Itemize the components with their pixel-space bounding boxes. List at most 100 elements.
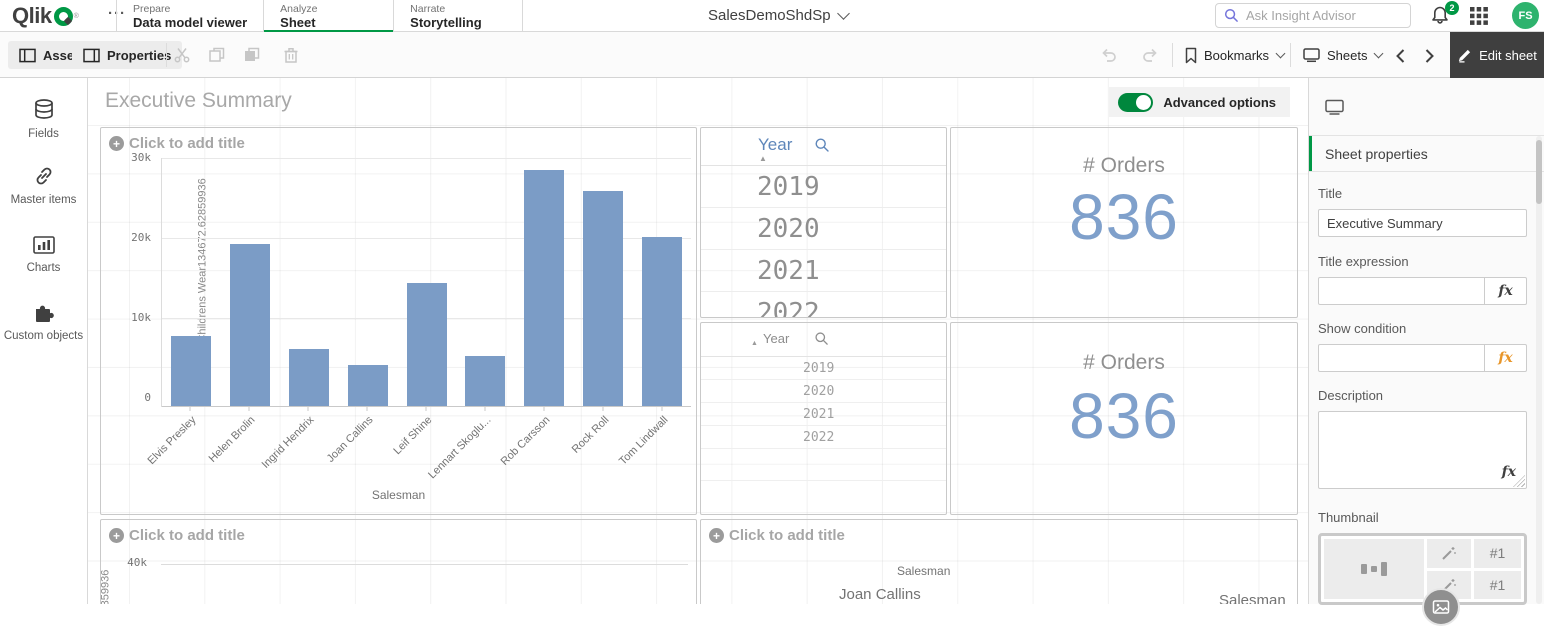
rail-item-charts[interactable]: Charts: [0, 230, 87, 274]
sheet-properties-header: Sheet properties: [1309, 135, 1544, 172]
tab-narrate[interactable]: Narrate Storytelling: [393, 0, 524, 32]
tab-analyze[interactable]: Analyze Sheet: [263, 0, 394, 33]
bar-elvis-presley[interactable]: [171, 336, 212, 406]
y-axis-title-fragment: 359936: [100, 569, 112, 604]
advanced-options-toggle[interactable]: [1118, 92, 1154, 112]
bar-tom-lindwall[interactable]: [641, 237, 682, 406]
previous-sheet-button[interactable]: [1390, 46, 1410, 66]
placeholder-text: Click to add title: [129, 135, 245, 152]
bar-lennart-skoglu-[interactable]: [465, 356, 506, 406]
next-sheet-button[interactable]: [1419, 46, 1439, 66]
cut-button[interactable]: [172, 45, 192, 65]
user-avatar[interactable]: FS: [1512, 2, 1539, 29]
properties-button[interactable]: Properties: [72, 41, 183, 69]
description-fx-button[interactable]: fx: [1501, 464, 1516, 480]
tab-prepare[interactable]: Prepare Data model viewer: [116, 0, 263, 32]
x-tick-mark: [189, 407, 191, 411]
x-tick-mark: [543, 407, 545, 411]
description-textarea[interactable]: fx: [1318, 411, 1527, 489]
show-condition-input[interactable]: [1318, 344, 1485, 372]
sheets-dropdown[interactable]: Sheets: [1302, 32, 1384, 78]
bar-ingrid-hendrix[interactable]: [288, 349, 329, 406]
sort-ascending-icon: ▲: [751, 340, 758, 347]
bookmarks-dropdown[interactable]: Bookmarks: [1184, 32, 1286, 78]
axis-title: Salesman: [1219, 592, 1286, 604]
undo-button[interactable]: [1098, 45, 1118, 65]
chart-title-placeholder[interactable]: + Click to add title: [109, 527, 245, 544]
filter-field-title[interactable]: Year: [763, 331, 790, 346]
filter-empty-row: [701, 449, 946, 481]
app-name: SalesDemoShdSp: [708, 7, 831, 24]
filter-value-row[interactable]: 2019: [701, 357, 946, 380]
thumbnail-preview[interactable]: #1 #1: [1318, 533, 1527, 626]
rail-label: Fields: [28, 128, 59, 140]
bar-helen-brolin[interactable]: [230, 244, 271, 406]
qlik-q-icon: [53, 6, 73, 26]
chart-title-placeholder[interactable]: + Click to add title: [709, 527, 845, 544]
title-input[interactable]: [1318, 209, 1527, 237]
panel-scrollbar[interactable]: [1536, 136, 1542, 604]
thumbnail-wand-tile: [1427, 539, 1471, 568]
redo-button[interactable]: [1140, 45, 1160, 65]
copy-button[interactable]: [207, 45, 227, 65]
bar-rob-carsson[interactable]: [524, 170, 565, 406]
redo-icon: [1142, 48, 1157, 62]
sort-ascending-icon: ▲: [759, 154, 767, 163]
paste-button[interactable]: [242, 45, 262, 65]
app-name-dropdown[interactable]: SalesDemoShdSp: [708, 7, 850, 24]
sheet-icon[interactable]: [1324, 98, 1345, 121]
trash-icon: [284, 48, 298, 63]
filter-value-row[interactable]: 2020: [701, 208, 946, 250]
search-input[interactable]: [1246, 8, 1396, 23]
chevron-right-icon: [1425, 49, 1434, 63]
filter-pane-year-top[interactable]: Year ▲ 2019 2020 2021 2022: [700, 127, 947, 318]
tab-label: Storytelling: [410, 15, 482, 30]
filter-value-row[interactable]: 2021: [701, 250, 946, 292]
filter-search-button[interactable]: [814, 137, 830, 158]
bar-chart-cell[interactable]: + Click to add title Bath and Childrens …: [100, 127, 697, 515]
placeholder-text: Click to add title: [129, 527, 245, 544]
x-axis-title: Salesman: [371, 488, 426, 502]
qlik-logo[interactable]: Qlik ®: [12, 3, 79, 29]
tab-section-label: Narrate: [410, 3, 446, 15]
filter-field-title[interactable]: Year: [758, 135, 793, 154]
kpi-orders-top[interactable]: # Orders 836: [950, 127, 1298, 318]
x-tick-mark: [602, 407, 604, 411]
rail-item-master-items[interactable]: Master items: [0, 162, 87, 206]
bottom-left-chart-cell[interactable]: + Click to add title 40k 359936: [100, 519, 697, 604]
insight-advisor-search[interactable]: [1215, 3, 1411, 28]
y-tick: 10k: [131, 311, 151, 324]
bar-leif-shine[interactable]: [406, 283, 447, 406]
launcher-button[interactable]: [1469, 6, 1489, 31]
thumbnail-label: Thumbnail: [1318, 510, 1379, 525]
chart-title-placeholder[interactable]: + Click to add title: [109, 135, 245, 152]
delete-button[interactable]: [281, 45, 301, 65]
change-thumbnail-button[interactable]: [1422, 588, 1460, 626]
bar-joan-callins[interactable]: [347, 365, 388, 406]
scrollbar-thumb[interactable]: [1536, 140, 1542, 204]
show-condition-fx-button[interactable]: fx: [1485, 344, 1527, 372]
title-expression-input[interactable]: [1318, 277, 1485, 305]
sheets-label: Sheets: [1327, 47, 1368, 63]
panel-left-icon: [19, 48, 36, 62]
toolbar-divider: [1290, 43, 1291, 67]
rail-label: Charts: [26, 262, 61, 274]
filter-value-row[interactable]: 2019: [701, 166, 946, 208]
filter-value-row[interactable]: 2022: [701, 426, 946, 449]
filter-value-row[interactable]: 2022: [701, 292, 946, 318]
title-expression-fx-button[interactable]: fx: [1485, 277, 1527, 305]
notifications-button[interactable]: 2: [1430, 1, 1459, 29]
thumbnail-field: Thumbnail: [1318, 510, 1527, 626]
filter-value-row[interactable]: 2021: [701, 403, 946, 426]
rail-item-fields[interactable]: Fields: [0, 96, 87, 140]
filter-value-row[interactable]: 2020: [701, 380, 946, 403]
title-expression-field: Title expression fx: [1318, 254, 1527, 305]
bar-rock-roll[interactable]: [582, 191, 623, 406]
x-axis-label: Joan Callins: [324, 414, 376, 465]
bottom-right-chart-cell[interactable]: + Click to add title Salesman Joan Calli…: [700, 519, 1298, 604]
edit-sheet-button[interactable]: Edit sheet: [1450, 32, 1544, 78]
filter-pane-year-bottom[interactable]: Year ▲ 2019 2020 2021 2022: [700, 322, 947, 515]
filter-search-button[interactable]: [814, 331, 829, 351]
kpi-orders-bottom[interactable]: # Orders 836: [950, 322, 1298, 515]
rail-item-custom-objects[interactable]: Custom objects: [0, 298, 87, 342]
